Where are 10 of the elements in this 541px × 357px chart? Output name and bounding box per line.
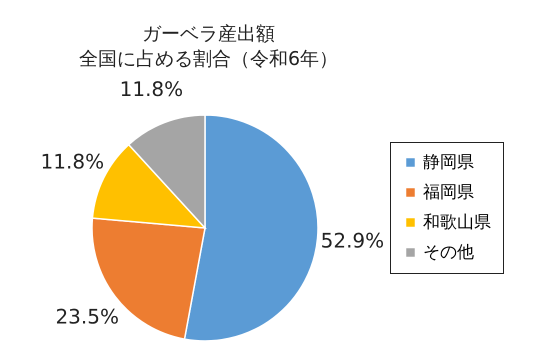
- chart-title: ガーベラ産出額: [142, 23, 275, 45]
- legend-label: 静岡県: [423, 152, 474, 172]
- legend-label: 和歌山県: [423, 212, 491, 232]
- chart-subtitle: 全国に占める割合（令和6年）: [78, 48, 338, 70]
- legend-label: 福岡県: [423, 182, 474, 202]
- data-label: 11.8%: [120, 77, 184, 102]
- data-label: 11.8%: [40, 149, 104, 174]
- data-label: 52.9%: [320, 228, 384, 252]
- legend-label: その他: [423, 242, 474, 262]
- data-label: 23.5%: [55, 304, 119, 329]
